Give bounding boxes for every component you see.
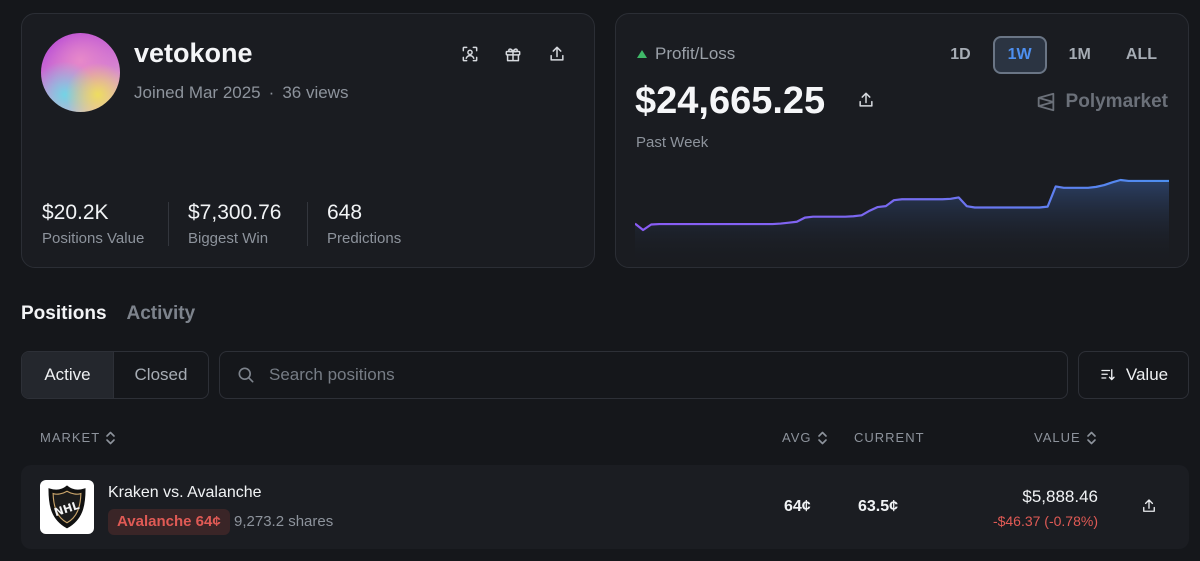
pnl-value: $24,665.25 — [635, 80, 826, 122]
sort-updown-icon — [106, 431, 115, 444]
scan-icon — [462, 46, 478, 62]
brand-name: Polymarket — [1065, 91, 1168, 112]
stat-label: Predictions — [327, 230, 402, 247]
profit-loss-card: Profit/Loss $24,665.25 Past Week 1D 1W 1… — [615, 13, 1189, 268]
current-price: 63.5¢ — [858, 498, 899, 515]
col-current-label: CURRENT — [854, 430, 925, 445]
pnl-label-text: Profit/Loss — [655, 44, 736, 63]
join-info: Joined Mar 2025 · 36 views — [134, 83, 348, 103]
stat-value: 648 — [327, 201, 363, 224]
share-icon — [550, 46, 564, 61]
pnl-chart — [635, 178, 1169, 264]
range-1m[interactable]: 1M — [1068, 46, 1091, 63]
share-icon — [1143, 499, 1155, 512]
stat-label: Biggest Win — [188, 230, 269, 247]
stat-divider — [307, 202, 308, 246]
filter-closed-button[interactable]: Closed — [134, 365, 188, 384]
position-change: -$46.37 (-0.78%) — [992, 513, 1098, 529]
outcome-badge: Avalanche 64¢ — [108, 509, 230, 535]
stat-value: $20.2K — [42, 201, 109, 224]
stat-value: $7,300.76 — [188, 201, 282, 224]
polymarket-brand: Polymarket — [1035, 91, 1168, 113]
table-row[interactable]: NHL Kraken vs. Avalanche Avalanche 64¢ 9… — [21, 465, 1189, 549]
tab-positions[interactable]: Positions — [21, 303, 107, 324]
separator-dot: · — [268, 83, 275, 102]
view-count: 36 views — [282, 83, 349, 102]
range-all[interactable]: ALL — [1125, 46, 1157, 63]
gift-button[interactable] — [501, 42, 525, 66]
gift-icon — [505, 48, 521, 62]
pnl-period: Past Week — [636, 134, 709, 151]
stat-positions-value: $20.2K Positions Value — [42, 201, 144, 247]
col-market-header[interactable]: MARKET — [40, 430, 116, 445]
sort-button[interactable]: Value — [1078, 351, 1189, 399]
filter-active-button[interactable]: Active — [22, 352, 114, 398]
share-position-button[interactable] — [1140, 497, 1158, 520]
scan-button[interactable] — [458, 42, 482, 66]
sort-updown-icon — [817, 431, 827, 444]
pnl-line — [635, 178, 1169, 232]
market-title[interactable]: Kraken vs. Avalanche — [108, 484, 262, 501]
range-1d[interactable]: 1D — [950, 46, 971, 63]
pnl-area — [635, 180, 1169, 264]
stat-predictions: 648 Predictions — [327, 201, 401, 247]
joined-date: Joined Mar 2025 — [134, 83, 261, 102]
nhl-logo-icon: NHL — [40, 480, 94, 534]
profile-card: vetokone Joined Mar 2025 · 36 views $20.2K… — [21, 13, 595, 268]
shares-count: 9,273.2 shares — [234, 513, 334, 530]
share-profile-button[interactable] — [545, 42, 569, 66]
sort-label: Value — [1125, 365, 1169, 384]
pnl-label: Profit/Loss — [637, 44, 735, 64]
col-value-label: VALUE — [1034, 430, 1081, 445]
share-pnl-button[interactable] — [856, 90, 876, 115]
stat-biggest-win: $7,300.76 Biggest Win — [188, 201, 281, 247]
col-avg-label: AVG — [782, 430, 812, 445]
tab-activity[interactable]: Activity — [126, 303, 196, 324]
username: vetokone — [134, 38, 253, 68]
col-current-header: CURRENT — [854, 430, 925, 445]
col-market-label: MARKET — [40, 430, 101, 445]
range-1w[interactable]: 1W — [992, 36, 1047, 74]
stat-divider — [168, 202, 169, 246]
sort-updown-icon — [1086, 431, 1096, 444]
col-value-header[interactable]: VALUE — [1034, 430, 1097, 445]
search-box — [219, 351, 1068, 399]
sort-icon — [1101, 369, 1115, 381]
status-toggle: Active Closed — [21, 351, 209, 399]
avatar — [41, 33, 120, 112]
positions-tabs: Positions Activity — [21, 303, 215, 325]
col-avg-header[interactable]: AVG — [782, 430, 828, 445]
avg-price: 64¢ — [784, 498, 811, 515]
stat-label: Positions Value — [42, 230, 145, 247]
share-icon — [859, 92, 873, 107]
position-value: $5,888.46 — [1022, 487, 1098, 506]
polymarket-logo-icon — [1037, 92, 1054, 112]
search-icon — [238, 367, 254, 383]
up-triangle-icon — [637, 50, 647, 58]
range-selector: 1D 1W 1M ALL — [928, 36, 1170, 74]
search-input[interactable] — [269, 365, 1049, 385]
